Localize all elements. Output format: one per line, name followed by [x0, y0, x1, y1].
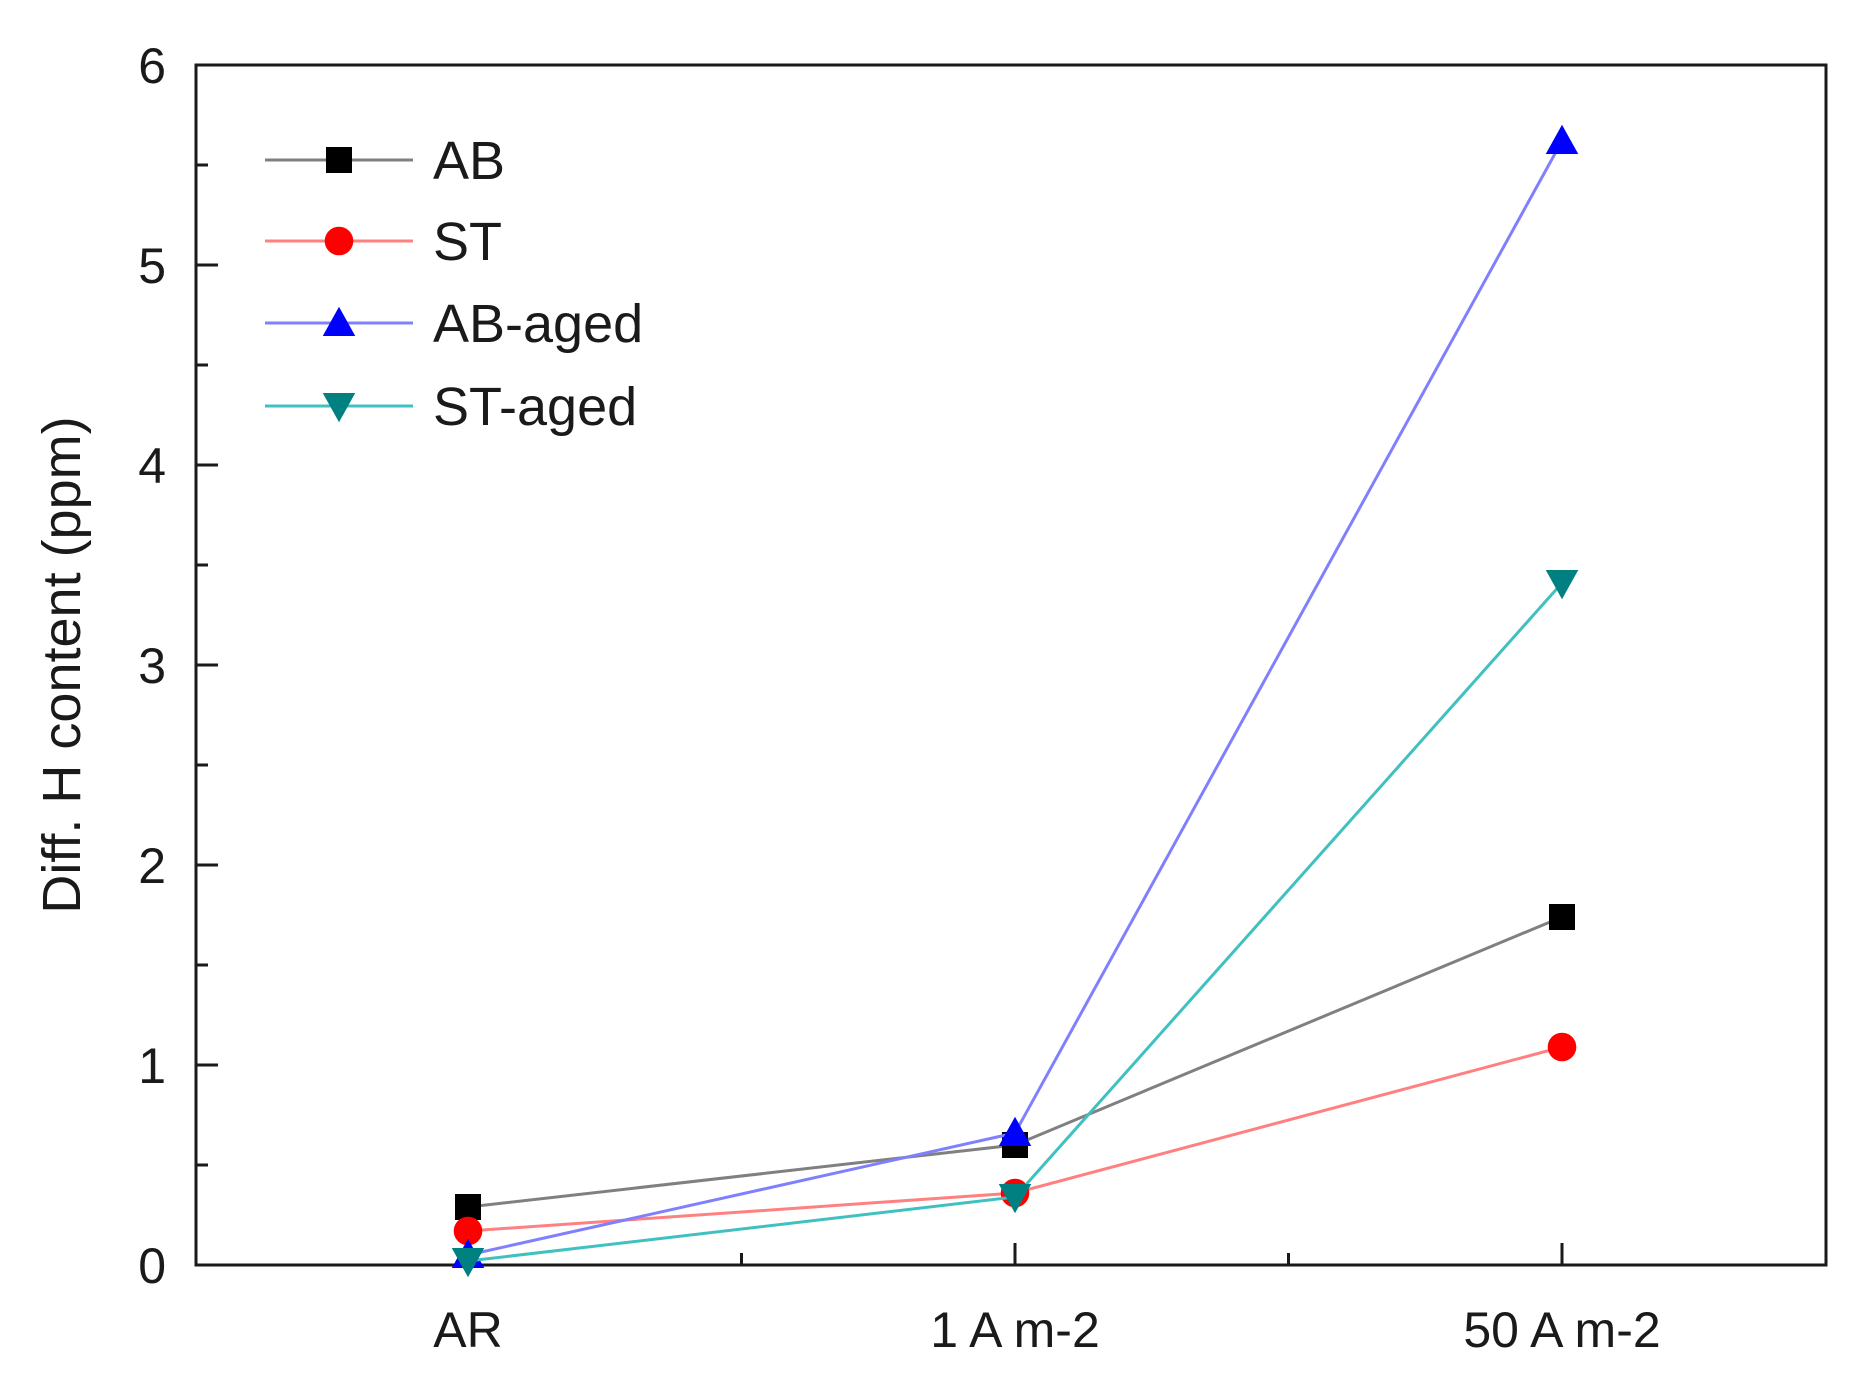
legend: AB ST AB-aged ST-aged: [265, 131, 643, 437]
legend-item-ab-aged: AB-aged: [265, 294, 643, 354]
y-tick-label: 0: [138, 1238, 166, 1294]
y-tick-label: 6: [138, 38, 166, 94]
series-line-ab: [467, 915, 1563, 1209]
x-tick-label: 50 A m-2: [1463, 1302, 1660, 1358]
legend-marker: [322, 393, 356, 423]
y-axis: 0 1 2 3 4 5 6: [138, 38, 218, 1294]
legend-marker: [322, 306, 356, 336]
y-axis-title: Diff. H content (ppm): [32, 416, 92, 913]
data-point-st-aged: [998, 1184, 1032, 1214]
data-point-st: [453, 1216, 483, 1246]
legend-item-st-aged: ST-aged: [265, 377, 637, 437]
data-point-st-aged: [1545, 570, 1579, 600]
series-layer: [451, 124, 1579, 1278]
x-tick-label: AR: [433, 1302, 502, 1358]
y-tick-label: 1: [138, 1038, 166, 1094]
data-point-st: [1547, 1032, 1577, 1062]
y-tick-label: 5: [138, 238, 166, 294]
legend-label: AB-aged: [433, 294, 643, 354]
legend-item-ab: AB: [265, 131, 505, 191]
legend-marker: [326, 147, 352, 173]
data-point-st-aged: [451, 1248, 485, 1278]
data-point-ab-aged: [998, 1116, 1032, 1146]
legend-item-st: ST: [265, 212, 502, 272]
series-line-st-aged: [467, 582, 1564, 1263]
legend-marker: [324, 226, 354, 256]
data-point-ab-aged: [1545, 124, 1579, 154]
series-ab: [455, 904, 1575, 1220]
data-point-ab: [455, 1194, 481, 1220]
legend-label: ST: [433, 212, 502, 272]
y-tick-label: 2: [138, 838, 166, 894]
x-tick-label: 1 A m-2: [930, 1302, 1100, 1358]
legend-label: AB: [433, 131, 505, 191]
x-axis: AR 1 A m-2 50 A m-2: [433, 1243, 1661, 1358]
legend-label: ST-aged: [433, 377, 637, 437]
y-tick-label: 3: [138, 638, 166, 694]
data-point-ab: [1549, 904, 1575, 930]
series-st-aged: [451, 570, 1579, 1278]
y-tick-label: 4: [138, 438, 166, 494]
